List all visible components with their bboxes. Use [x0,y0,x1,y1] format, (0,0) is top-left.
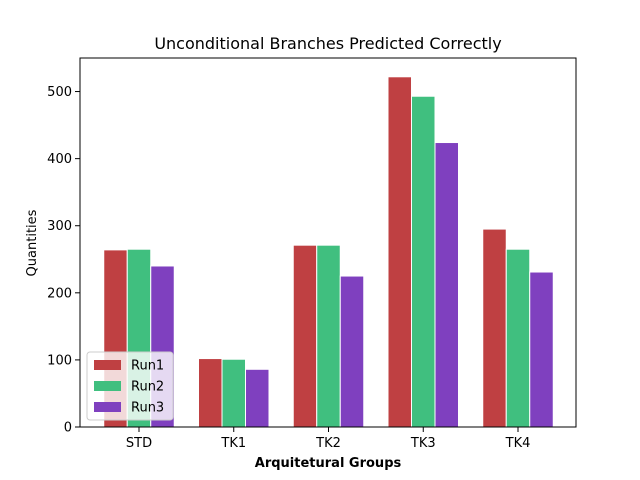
legend-swatch-run1 [94,360,121,370]
chart-title: Unconditional Branches Predicted Correct… [154,34,501,53]
bar-run2-tk1 [221,358,246,428]
x-tick-label: TK2 [315,436,341,451]
legend-label-run3: Run3 [131,401,164,416]
x-tick-label: TK4 [505,436,531,451]
y-tick-label: 0 [64,421,72,436]
legend-label-run2: Run2 [131,380,164,395]
y-axis: 0 100 200 300 400 500 [47,85,80,436]
bar-run2-tk2 [316,244,341,428]
bar-run1-tk1 [198,358,223,428]
legend-swatch-run3 [94,402,121,412]
y-tick-label: 100 [47,353,72,368]
legend-label-run1: Run1 [131,359,164,374]
y-axis-label: Quantities [25,209,40,276]
bar-run3-tk2 [339,275,365,428]
bar-run2-tk4 [505,248,531,428]
x-tick-label: TK1 [220,436,246,451]
y-tick-label: 200 [47,286,72,301]
y-tick-label: 500 [47,85,72,100]
legend: Run1 Run2 Run3 [86,351,174,421]
y-tick-label: 300 [47,219,72,234]
x-tick-label: TK3 [410,436,436,451]
bars-group [103,76,554,428]
bar-run2-tk3 [411,95,436,428]
y-tick-label: 400 [47,152,72,167]
bar-run1-tk4 [482,228,507,428]
x-axis-label: Arquitetural Groups [255,456,402,471]
bar-run1-tk3 [387,76,412,428]
bar-run1-tk2 [292,244,318,428]
bar-run3-tk3 [434,142,459,428]
x-tick-label: STD [126,436,152,451]
bar-run3-tk1 [245,368,270,428]
x-axis: STD TK1 TK2 TK3 TK4 [126,427,530,451]
bar-run3-tk4 [529,271,554,428]
legend-swatch-run2 [94,381,121,391]
